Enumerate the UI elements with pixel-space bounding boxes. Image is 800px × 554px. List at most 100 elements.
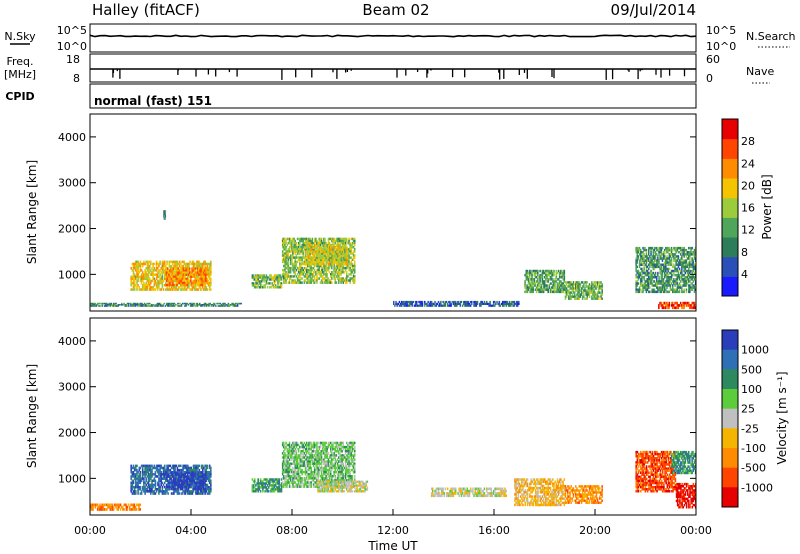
data-cell — [200, 305, 202, 307]
data-cell — [341, 268, 343, 272]
data-cell — [205, 275, 207, 278]
data-cell — [197, 464, 199, 468]
data-cell — [449, 302, 451, 305]
data-cell — [309, 266, 311, 270]
data-cell — [131, 262, 134, 266]
data-cell — [666, 304, 668, 307]
data-cell — [326, 252, 328, 255]
data-cell — [188, 302, 191, 305]
data-cell — [133, 264, 136, 268]
data-cell — [657, 273, 659, 277]
data-cell — [292, 239, 294, 243]
data-cell — [308, 252, 310, 256]
data-cell — [218, 305, 220, 307]
data-cell — [338, 246, 340, 250]
data-cell — [136, 471, 138, 474]
data-cell — [668, 280, 671, 283]
data-cell — [557, 284, 560, 287]
data-cell — [326, 248, 329, 252]
data-cell — [689, 290, 691, 294]
data-cell — [684, 271, 687, 275]
data-cell — [644, 286, 646, 289]
data-cell — [554, 278, 556, 281]
data-cell — [654, 271, 657, 275]
data-cell — [320, 239, 323, 243]
data-cell — [148, 284, 151, 287]
data-cell — [305, 261, 308, 264]
data-cell — [95, 305, 98, 307]
data-cell — [333, 275, 335, 278]
data-cell — [285, 248, 287, 251]
data-cell — [686, 263, 689, 266]
data-cell — [586, 293, 588, 296]
data-cell — [635, 286, 637, 289]
data-cell — [159, 471, 161, 474]
data-cell — [190, 284, 192, 287]
data-cell — [492, 302, 495, 305]
data-cell — [329, 256, 331, 260]
data-cell — [148, 264, 151, 268]
data-cell — [131, 305, 133, 307]
data-cell — [656, 284, 658, 287]
data-cell — [155, 275, 158, 278]
data-cell — [686, 282, 689, 285]
data-cell — [640, 267, 642, 271]
data-cell — [583, 289, 585, 292]
data-cell — [652, 248, 655, 252]
data-cell — [131, 304, 133, 306]
data-cell — [351, 246, 354, 249]
data-cell — [436, 302, 439, 305]
data-cell — [344, 263, 346, 266]
data-cell — [313, 250, 316, 253]
data-cell — [292, 250, 294, 253]
data-cell — [594, 285, 596, 288]
data-cell — [139, 260, 142, 264]
data-cell — [165, 288, 167, 291]
data-cell — [573, 287, 576, 290]
data-cell — [670, 276, 673, 279]
data-cell — [160, 275, 162, 278]
data-cell — [340, 260, 342, 264]
header: Halley (fitACF) Beam 02 09/Jul/2014 — [92, 1, 696, 19]
data-cell — [543, 282, 546, 285]
data-cell — [201, 271, 204, 274]
data-cell — [312, 241, 315, 245]
data-cell — [349, 241, 351, 245]
data-cell — [106, 302, 108, 305]
data-cell — [131, 277, 134, 281]
data-cell — [163, 475, 166, 478]
data-cell — [269, 274, 271, 277]
data-cell — [411, 304, 413, 307]
data-cell — [173, 260, 175, 264]
data-cell — [94, 305, 97, 307]
data-cell — [691, 259, 693, 262]
data-cell — [678, 273, 681, 277]
data-cell — [305, 273, 308, 276]
data-cell — [148, 286, 151, 289]
data-cell — [270, 278, 272, 281]
data-cell — [693, 253, 696, 256]
data-cell — [685, 278, 688, 281]
data-cell — [654, 276, 657, 279]
data-cell — [542, 290, 545, 294]
data-cell — [341, 263, 344, 266]
data-cell — [660, 288, 663, 291]
data-cell — [531, 290, 533, 294]
data-cell — [333, 264, 335, 268]
data-cell — [200, 275, 202, 278]
data-cell — [685, 301, 688, 305]
data-cell — [285, 254, 287, 257]
data-cell — [320, 250, 323, 254]
data-cell — [169, 485, 171, 489]
data-cell — [518, 302, 520, 305]
data-cell — [331, 275, 333, 278]
data-cell — [586, 295, 588, 298]
data-cell — [684, 301, 686, 305]
data-cell — [669, 280, 672, 283]
data-cell — [444, 300, 447, 304]
data-cell — [635, 246, 637, 250]
data-cell — [489, 304, 491, 307]
nave-tick-bottom: 0 — [706, 72, 713, 85]
data-cell — [159, 473, 161, 476]
data-cell — [564, 289, 567, 292]
